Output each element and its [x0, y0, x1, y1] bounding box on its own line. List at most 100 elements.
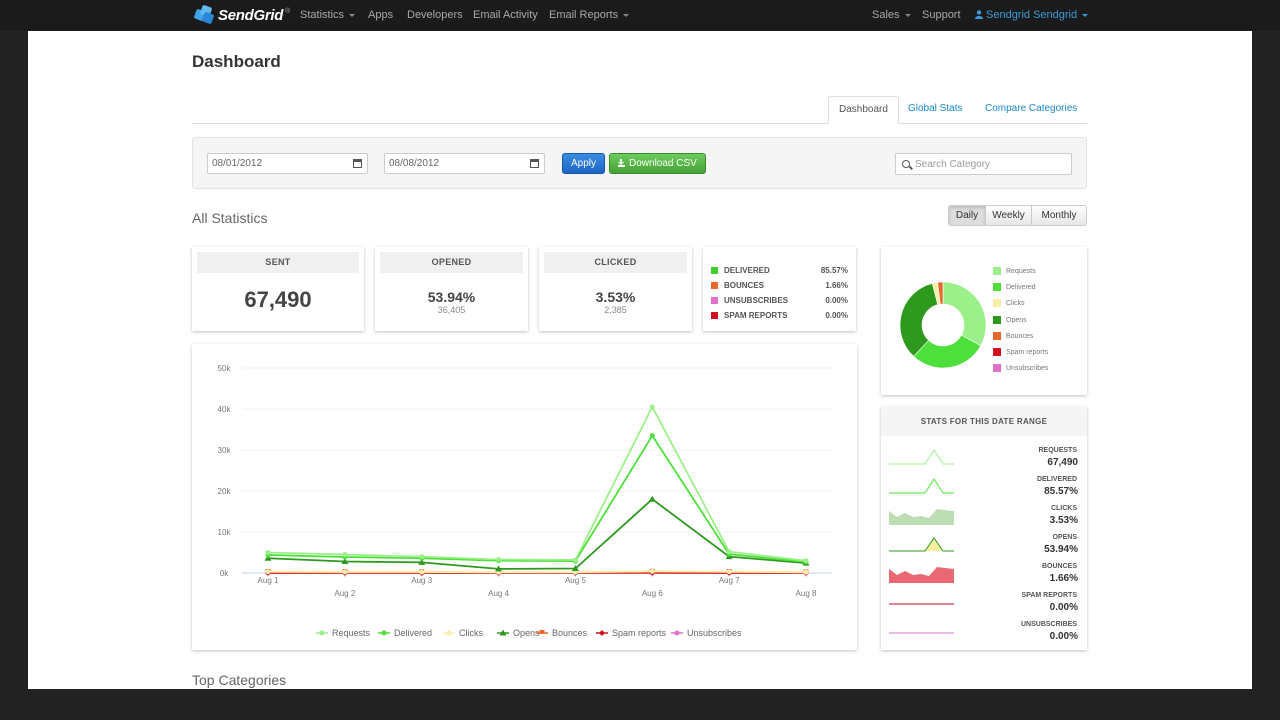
legend-marker	[539, 630, 545, 634]
donut-legend-bounces[interactable]: Bounces	[993, 331, 1033, 340]
tabs-divider	[192, 123, 1087, 124]
donut-slice-bounces	[937, 281, 944, 305]
data-point	[419, 569, 425, 575]
chevron-down-icon	[349, 13, 356, 17]
data-point	[495, 565, 503, 572]
nav-apps[interactable]: Apps	[368, 9, 393, 21]
donut-legend-delivered[interactable]: Delivered	[993, 283, 1036, 292]
rate-label: SPAM REPORTS	[724, 311, 788, 320]
range-label-requests: REQUESTS	[1038, 447, 1077, 454]
legend-item-delivered[interactable]: Delivered	[378, 628, 432, 638]
data-point	[419, 554, 425, 560]
opened-percent: 53.94%	[427, 289, 476, 305]
data-point	[803, 569, 809, 575]
sparkline-spam-reports	[889, 603, 954, 605]
period-daily-button[interactable]: Daily	[948, 205, 986, 226]
nav-support[interactable]: Support	[922, 9, 961, 21]
download-csv-label: Download CSV	[629, 158, 697, 169]
nav-sales[interactable]: Sales	[872, 9, 911, 21]
sparkline-delivered	[889, 478, 954, 494]
data-point	[264, 554, 272, 561]
rate-row-unsubscribes: UNSUBSCRIBES 0.00%	[711, 295, 848, 309]
range-label-clicks: CLICKS	[1050, 505, 1077, 512]
legend-label: Delivered	[1006, 284, 1036, 292]
sent-card: SENT 67,490	[192, 247, 364, 331]
period-monthly-button[interactable]: Monthly	[1031, 205, 1087, 226]
sendgrid-logo[interactable]: SendGrid ®	[192, 4, 290, 26]
top-categories-heading: Top Categories	[192, 672, 287, 688]
download-icon	[618, 159, 625, 167]
clicked-count: 2,385	[604, 305, 627, 315]
y-tick-label: 30k	[218, 446, 232, 455]
donut-legend-clicks[interactable]: Clicks	[993, 299, 1025, 308]
donut-legend-spam-reports[interactable]: Spam reports	[993, 348, 1048, 356]
data-point	[342, 552, 348, 558]
rate-value: 85.57%	[820, 266, 848, 275]
donut-legend-opens[interactable]: Opens	[993, 315, 1027, 324]
nav-user-menu[interactable]: Sendgrid Sendgrid	[975, 9, 1089, 21]
top-navbar: SendGrid ® Statistics Apps Developers Em…	[0, 0, 1280, 31]
bounces-swatch	[711, 282, 718, 289]
x-tick-label: Aug 3	[411, 576, 432, 585]
sent-label: SENT	[197, 252, 359, 273]
donut-legend-unsubscribes[interactable]: Unsubscribes	[993, 364, 1048, 373]
data-point	[418, 558, 426, 565]
data-point	[649, 433, 655, 439]
range-value-clicks: 3.53%	[1049, 515, 1078, 526]
range-label-unsubscribes: UNSUBSCRIBES	[1020, 621, 1077, 628]
nav-statistics[interactable]: Statistics	[300, 9, 356, 21]
period-weekly-button[interactable]: Weekly	[985, 205, 1032, 226]
rate-row-spam-reports: SPAM REPORTS 0.00%	[711, 310, 848, 324]
donut-chart	[899, 281, 987, 369]
opened-count: 36,405	[437, 305, 466, 315]
legend-item-bounces[interactable]: Bounces	[536, 628, 588, 638]
search-category-input[interactable]: Search Category	[895, 153, 1072, 175]
end-date-input[interactable]: 08/08/2012	[384, 153, 545, 174]
calendar-icon[interactable]	[353, 159, 362, 168]
data-point	[726, 569, 732, 575]
x-tick-label: Aug 7	[719, 576, 740, 585]
nav-email-reports[interactable]: Email Reports	[549, 9, 630, 21]
tab-dashboard[interactable]: Dashboard	[828, 96, 899, 124]
range-value-opens: 53.94%	[1044, 544, 1078, 555]
data-point	[571, 564, 579, 571]
tab-compare-categories[interactable]: Compare Categories	[985, 103, 1078, 114]
nav-developers-label: Developers	[407, 9, 463, 21]
range-label-opens: OPENS	[1052, 534, 1077, 541]
donut-slice-opens	[899, 282, 939, 357]
x-tick-label: Aug 8	[796, 589, 817, 598]
donut-legend-requests[interactable]: Requests	[993, 267, 1036, 275]
legend-item-clicks[interactable]: Clicks	[443, 628, 483, 638]
legend-marker	[599, 630, 605, 636]
data-point	[341, 558, 349, 565]
nav-email-reports-label: Email Reports	[549, 9, 619, 21]
nav-developers[interactable]: Developers	[407, 9, 463, 21]
y-tick-label: 20k	[218, 487, 232, 496]
range-value-spam-reports: 0.00%	[1049, 602, 1078, 613]
legend-swatch	[993, 299, 1001, 308]
sparkline-clicks	[889, 509, 954, 525]
data-point	[649, 404, 655, 410]
legend-label: Requests	[1006, 267, 1036, 275]
legend-marker	[381, 630, 387, 636]
legend-item-requests[interactable]: Requests	[316, 628, 371, 638]
nav-email-activity[interactable]: Email Activity	[473, 9, 538, 21]
apply-button[interactable]: Apply	[562, 153, 605, 174]
sent-value: 67,490	[244, 287, 312, 312]
download-csv-button[interactable]: Download CSV	[609, 153, 706, 174]
sparkline-bounces	[889, 567, 954, 583]
range-label-delivered: DELIVERED	[1036, 476, 1077, 483]
legend-item-unsubscribes[interactable]: Unsubscribes	[671, 628, 742, 638]
rate-label: DELIVERED	[724, 266, 770, 275]
y-tick-label: 50k	[218, 364, 232, 373]
legend-item-spam-reports[interactable]: Spam reports	[596, 628, 667, 638]
legend-swatch	[993, 315, 1001, 324]
calendar-icon[interactable]	[530, 159, 539, 168]
sparkline-opens	[889, 537, 954, 552]
legend-item-opens[interactable]: Opens	[497, 628, 540, 638]
x-tick-label: Aug 6	[642, 589, 663, 598]
start-date-input[interactable]: 08/01/2012	[207, 153, 368, 174]
tab-global-stats[interactable]: Global Stats	[908, 103, 963, 114]
nav-statistics-label: Statistics	[300, 9, 345, 21]
page-content: Dashboard Dashboard Global Stats Compare…	[28, 31, 1252, 689]
